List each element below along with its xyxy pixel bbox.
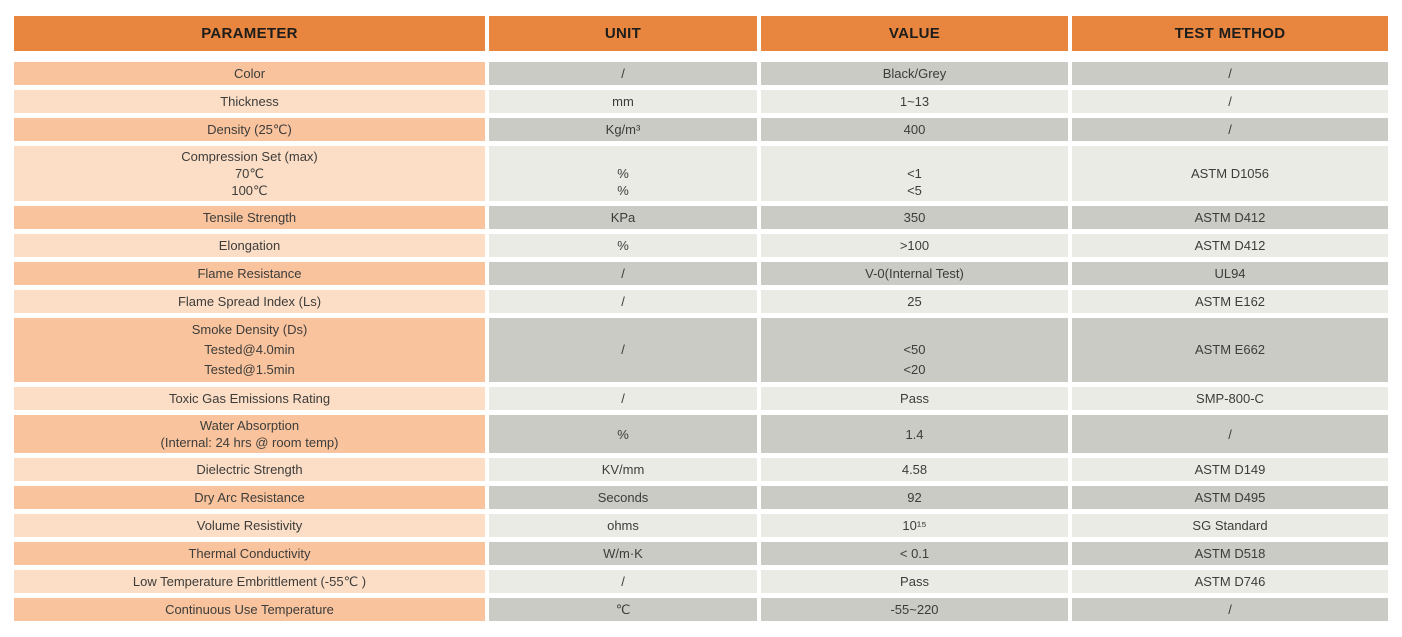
cell-test-method: ASTM E662: [1072, 318, 1388, 382]
cell-value: <1 <5: [761, 146, 1068, 201]
header-cell-value: VALUE: [761, 16, 1068, 51]
cell-value: 1~13: [761, 90, 1068, 113]
cell-test-method: /: [1072, 415, 1388, 453]
cell-parameter: Thickness: [14, 90, 485, 113]
cell-parameter: Continuous Use Temperature: [14, 598, 485, 621]
cell-test-method: /: [1072, 118, 1388, 141]
cell-value: <50 <20: [761, 318, 1068, 382]
cell-value: 1.4: [761, 415, 1068, 453]
cell-value: < 0.1: [761, 542, 1068, 565]
cell-parameter: Tensile Strength: [14, 206, 485, 229]
table-row: Dry Arc Resistance Seconds 92 ASTM D495: [14, 486, 1388, 509]
table-row: Dielectric Strength KV/mm 4.58 ASTM D149: [14, 458, 1388, 481]
cell-test-method: ASTM D412: [1072, 206, 1388, 229]
cell-value: 350: [761, 206, 1068, 229]
cell-unit: /: [489, 570, 757, 593]
cell-unit: Seconds: [489, 486, 757, 509]
table-row: Color / Black/Grey /: [14, 62, 1388, 85]
cell-parameter: Flame Spread Index (Ls): [14, 290, 485, 313]
table-row: Flame Spread Index (Ls) / 25 ASTM E162: [14, 290, 1388, 313]
table-row: Compression Set (max) 70℃ 100℃ % % <1 <5…: [14, 146, 1388, 201]
cell-value: Pass: [761, 387, 1068, 410]
cell-test-method: ASTM D412: [1072, 234, 1388, 257]
cell-parameter: Compression Set (max) 70℃ 100℃: [14, 146, 485, 201]
table-row: Flame Resistance / V-0(Internal Test) UL…: [14, 262, 1388, 285]
cell-unit: mm: [489, 90, 757, 113]
cell-parameter: Toxic Gas Emissions Rating: [14, 387, 485, 410]
cell-parameter: Low Temperature Embrittlement (-55℃ ): [14, 570, 485, 593]
cell-test-method: ASTM D149: [1072, 458, 1388, 481]
table-row: Volume Resistivity ohms 10¹⁵ SG Standard: [14, 514, 1388, 537]
table-row: Continuous Use Temperature ℃ -55~220 /: [14, 598, 1388, 621]
cell-unit: /: [489, 290, 757, 313]
table-row: Smoke Density (Ds) Tested@4.0min Tested@…: [14, 318, 1388, 382]
cell-value: -55~220: [761, 598, 1068, 621]
table-header-row: PARAMETER UNIT VALUE TEST METHOD: [14, 16, 1388, 51]
cell-test-method: ASTM D1056: [1072, 146, 1388, 201]
cell-test-method: /: [1072, 598, 1388, 621]
cell-parameter: Water Absorption (Internal: 24 hrs @ roo…: [14, 415, 485, 453]
cell-value: V-0(Internal Test): [761, 262, 1068, 285]
header-cell-parameter: PARAMETER: [14, 16, 485, 51]
cell-unit: /: [489, 262, 757, 285]
table-row: Water Absorption (Internal: 24 hrs @ roo…: [14, 415, 1388, 453]
table-row: Elongation % >100 ASTM D412: [14, 234, 1388, 257]
table-row: Toxic Gas Emissions Rating / Pass SMP-80…: [14, 387, 1388, 410]
cell-parameter: Thermal Conductivity: [14, 542, 485, 565]
cell-parameter: Dielectric Strength: [14, 458, 485, 481]
cell-test-method: ASTM D746: [1072, 570, 1388, 593]
cell-value: >100: [761, 234, 1068, 257]
cell-parameter: Smoke Density (Ds) Tested@4.0min Tested@…: [14, 318, 485, 382]
table-row: Density (25℃) Kg/m³ 400 /: [14, 118, 1388, 141]
cell-unit: /: [489, 318, 757, 382]
cell-unit: ℃: [489, 598, 757, 621]
header-cell-unit: UNIT: [489, 16, 757, 51]
cell-test-method: /: [1072, 90, 1388, 113]
spec-table: PARAMETER UNIT VALUE TEST METHOD Color /…: [14, 16, 1388, 621]
cell-value: 25: [761, 290, 1068, 313]
cell-unit: KV/mm: [489, 458, 757, 481]
cell-value: 400: [761, 118, 1068, 141]
cell-value: 92: [761, 486, 1068, 509]
cell-unit: %: [489, 234, 757, 257]
cell-test-method: SG Standard: [1072, 514, 1388, 537]
cell-test-method: ASTM D495: [1072, 486, 1388, 509]
cell-value: 4.58: [761, 458, 1068, 481]
cell-value: Pass: [761, 570, 1068, 593]
cell-value: 10¹⁵: [761, 514, 1068, 537]
cell-unit: Kg/m³: [489, 118, 757, 141]
cell-parameter: Dry Arc Resistance: [14, 486, 485, 509]
cell-parameter: Volume Resistivity: [14, 514, 485, 537]
table-row: Thermal Conductivity W/m·K < 0.1 ASTM D5…: [14, 542, 1388, 565]
cell-parameter: Flame Resistance: [14, 262, 485, 285]
cell-parameter: Density (25℃): [14, 118, 485, 141]
cell-test-method: UL94: [1072, 262, 1388, 285]
cell-unit: /: [489, 62, 757, 85]
cell-test-method: ASTM E162: [1072, 290, 1388, 313]
cell-unit: % %: [489, 146, 757, 201]
cell-test-method: ASTM D518: [1072, 542, 1388, 565]
cell-test-method: SMP-800-C: [1072, 387, 1388, 410]
cell-parameter: Color: [14, 62, 485, 85]
cell-unit: ohms: [489, 514, 757, 537]
cell-value: Black/Grey: [761, 62, 1068, 85]
table-row: Tensile Strength KPa 350 ASTM D412: [14, 206, 1388, 229]
cell-parameter: Elongation: [14, 234, 485, 257]
header-cell-test-method: TEST METHOD: [1072, 16, 1388, 51]
table-row: Thickness mm 1~13 /: [14, 90, 1388, 113]
cell-unit: /: [489, 387, 757, 410]
cell-unit: W/m·K: [489, 542, 757, 565]
table-row: Low Temperature Embrittlement (-55℃ ) / …: [14, 570, 1388, 593]
cell-test-method: /: [1072, 62, 1388, 85]
cell-unit: KPa: [489, 206, 757, 229]
cell-unit: %: [489, 415, 757, 453]
